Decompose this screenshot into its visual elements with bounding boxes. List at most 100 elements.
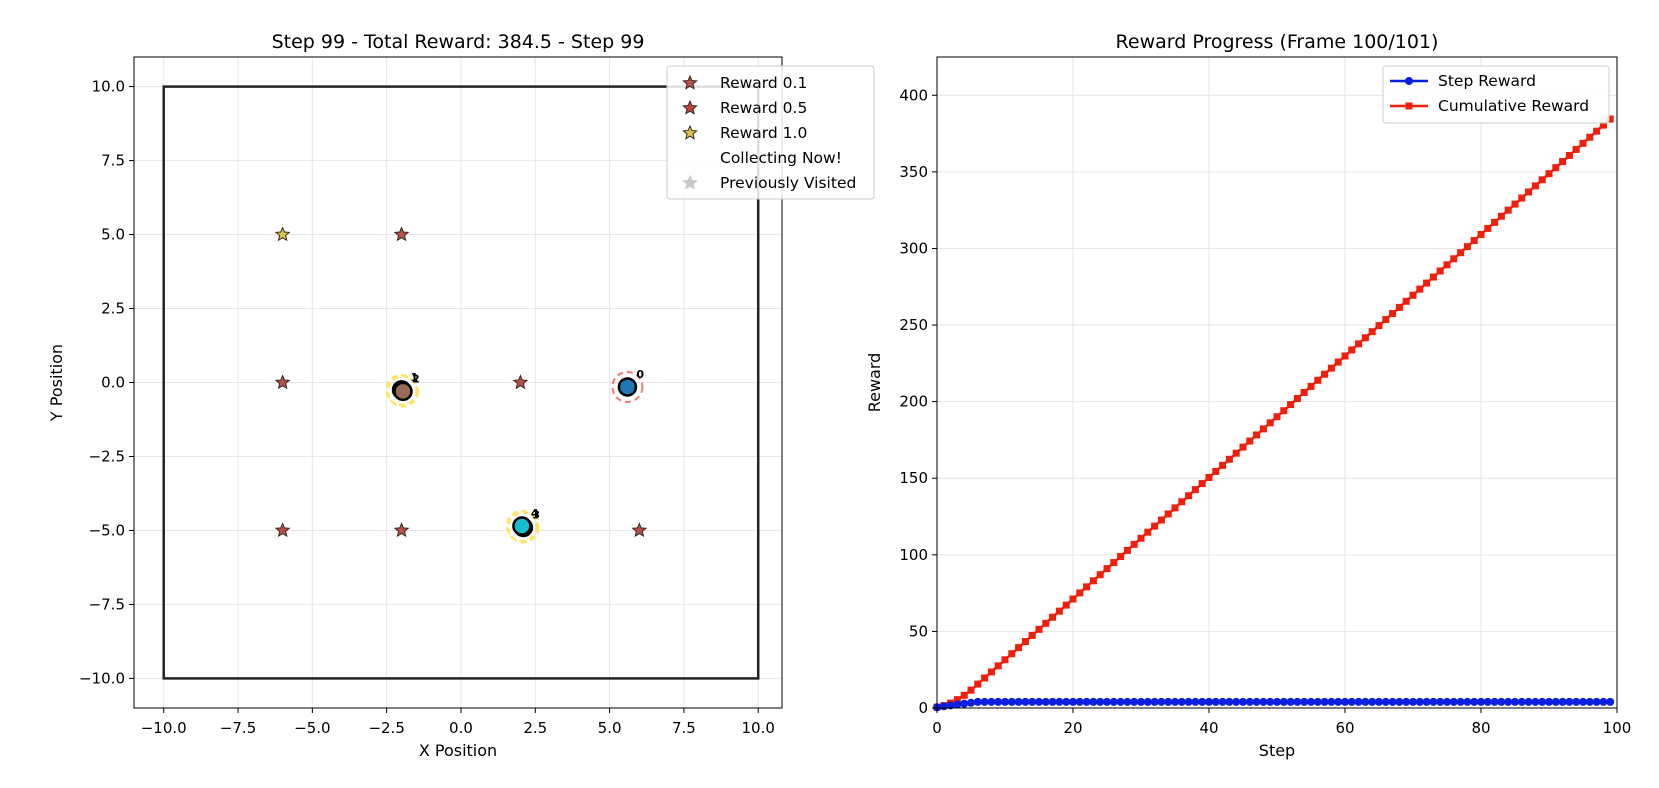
agent-label: 1: [411, 371, 419, 384]
step-reward-point: [1361, 697, 1370, 706]
cumulative-reward-point: [1219, 461, 1227, 469]
cumulative-reward-point: [1334, 358, 1342, 366]
step-reward-point: [1150, 697, 1159, 706]
step-reward-point: [1592, 697, 1601, 706]
x-tick-label: −10.0: [141, 719, 187, 737]
step-reward-point: [1286, 697, 1295, 706]
plot-frame: [936, 56, 1618, 709]
step-reward-point: [1368, 697, 1377, 706]
legend-box: [666, 65, 875, 200]
legend: Reward 0.1 Reward 0.5 Reward 1.0 Collecting…: [666, 65, 875, 200]
y-tick-label: 10.0: [92, 78, 125, 96]
cumulative-reward-point: [1205, 473, 1213, 481]
cumulative-reward-point: [1253, 431, 1261, 439]
cumulative-reward-point: [1327, 364, 1335, 372]
cumulative-reward-point: [1497, 212, 1505, 220]
step-reward-point: [960, 699, 969, 708]
step-reward-point: [1116, 697, 1125, 706]
cumulative-reward-point: [1280, 407, 1288, 415]
y-tick-label: 400: [899, 86, 928, 104]
step-reward-point: [1327, 697, 1336, 706]
step-reward-point: [1279, 697, 1288, 706]
cumulative-reward-point: [1049, 613, 1057, 621]
y-tick-label: 100: [899, 546, 928, 564]
step-reward-point: [1184, 697, 1193, 706]
cumulative-reward-point: [1593, 127, 1601, 135]
y-axis-label: Reward: [865, 353, 884, 413]
y-tick-label: 2.5: [101, 300, 125, 318]
step-reward-point: [1429, 697, 1438, 706]
y-tick-label: 7.5: [101, 152, 125, 170]
cumulative-reward-point: [1246, 437, 1254, 445]
step-reward-point: [1137, 697, 1145, 706]
step-reward-point: [973, 697, 982, 706]
reward-star: [274, 522, 291, 538]
cumulative-reward-point: [1307, 382, 1315, 390]
step-reward-point: [1245, 697, 1254, 706]
agent-collect-ring: [507, 511, 540, 544]
cumulative-reward-point: [1511, 200, 1519, 208]
x-axis-label: X Position: [419, 741, 497, 760]
x-tick-label: 100: [1603, 719, 1632, 737]
cumulative-reward-point: [1293, 395, 1301, 403]
cumulative-reward-point: [987, 668, 995, 676]
cumulative-reward-point: [1389, 309, 1397, 317]
cumulative-reward-point: [1606, 115, 1614, 123]
step-reward-point: [1490, 697, 1499, 706]
step-reward-point: [994, 697, 1003, 706]
step-reward-point: [1177, 697, 1186, 706]
x-tick-label: 7.5: [672, 719, 696, 737]
cumulative-reward-point: [1525, 188, 1533, 196]
step-reward-point: [1130, 697, 1139, 706]
cumulative-reward-point: [1055, 607, 1063, 615]
cumulative-reward-point: [1429, 273, 1437, 281]
step-reward-point: [1551, 697, 1560, 706]
x-tick-label: 60: [1335, 719, 1354, 737]
cumulative-reward-point: [1001, 656, 1009, 664]
legend-marker: [1405, 102, 1413, 110]
reward-star: [274, 226, 291, 242]
step-reward-point: [1211, 697, 1220, 706]
step-reward-point: [1028, 697, 1037, 706]
cumulative-reward-point: [953, 696, 961, 704]
x-tick-label: 80: [1471, 719, 1490, 737]
cumulative-reward-point: [974, 680, 982, 688]
cumulative-reward-point: [1035, 625, 1043, 633]
agent-label: 0: [636, 368, 644, 381]
cumulative-reward-point: [1232, 449, 1240, 457]
step-reward-point: [1456, 697, 1465, 706]
cumulative-reward-point: [1423, 279, 1431, 287]
agent-collect-ring: [385, 373, 418, 406]
y-tick-label: 300: [899, 239, 928, 257]
cumulative-reward-point: [1572, 145, 1580, 153]
cumulative-reward-point: [1409, 291, 1417, 299]
legend-box: [1382, 65, 1610, 124]
reward-star: [274, 374, 291, 390]
step-reward-point: [1082, 697, 1091, 706]
x-tick-label: 5.0: [598, 719, 622, 737]
step-reward-point: [1157, 697, 1166, 706]
cumulative-reward-point: [1545, 170, 1553, 178]
step-reward-point: [946, 701, 955, 710]
y-tick-label: 250: [899, 316, 928, 334]
cumulative-reward-point: [1266, 419, 1274, 427]
legend-label: Reward 1.0: [720, 124, 807, 142]
axis-ticks: −10.0 −7.5 −5.0 −2.5 0.0 2.5 5.0 7.5 10.0−10.0−7…: [79, 78, 775, 737]
cumulative-reward-point: [1518, 194, 1526, 202]
step-reward-point: [1375, 697, 1383, 706]
cumulative-reward-point: [1382, 316, 1390, 324]
step-reward-point: [1565, 697, 1574, 706]
step-reward-point: [1307, 697, 1315, 706]
cumulative-reward-point: [1151, 522, 1159, 530]
step-reward-point: [1585, 697, 1594, 706]
step-reward-point: [1436, 697, 1445, 706]
step-reward-point: [1048, 697, 1057, 706]
step-reward-point: [1511, 697, 1519, 706]
cumulative-reward-point: [1164, 510, 1172, 518]
step-reward-point: [1069, 697, 1077, 706]
x-axis-label: Step: [1259, 741, 1295, 760]
step-reward-point: [1531, 697, 1540, 706]
cumulative-reward-point: [1137, 534, 1145, 542]
cumulative-reward-point: [1484, 224, 1492, 232]
